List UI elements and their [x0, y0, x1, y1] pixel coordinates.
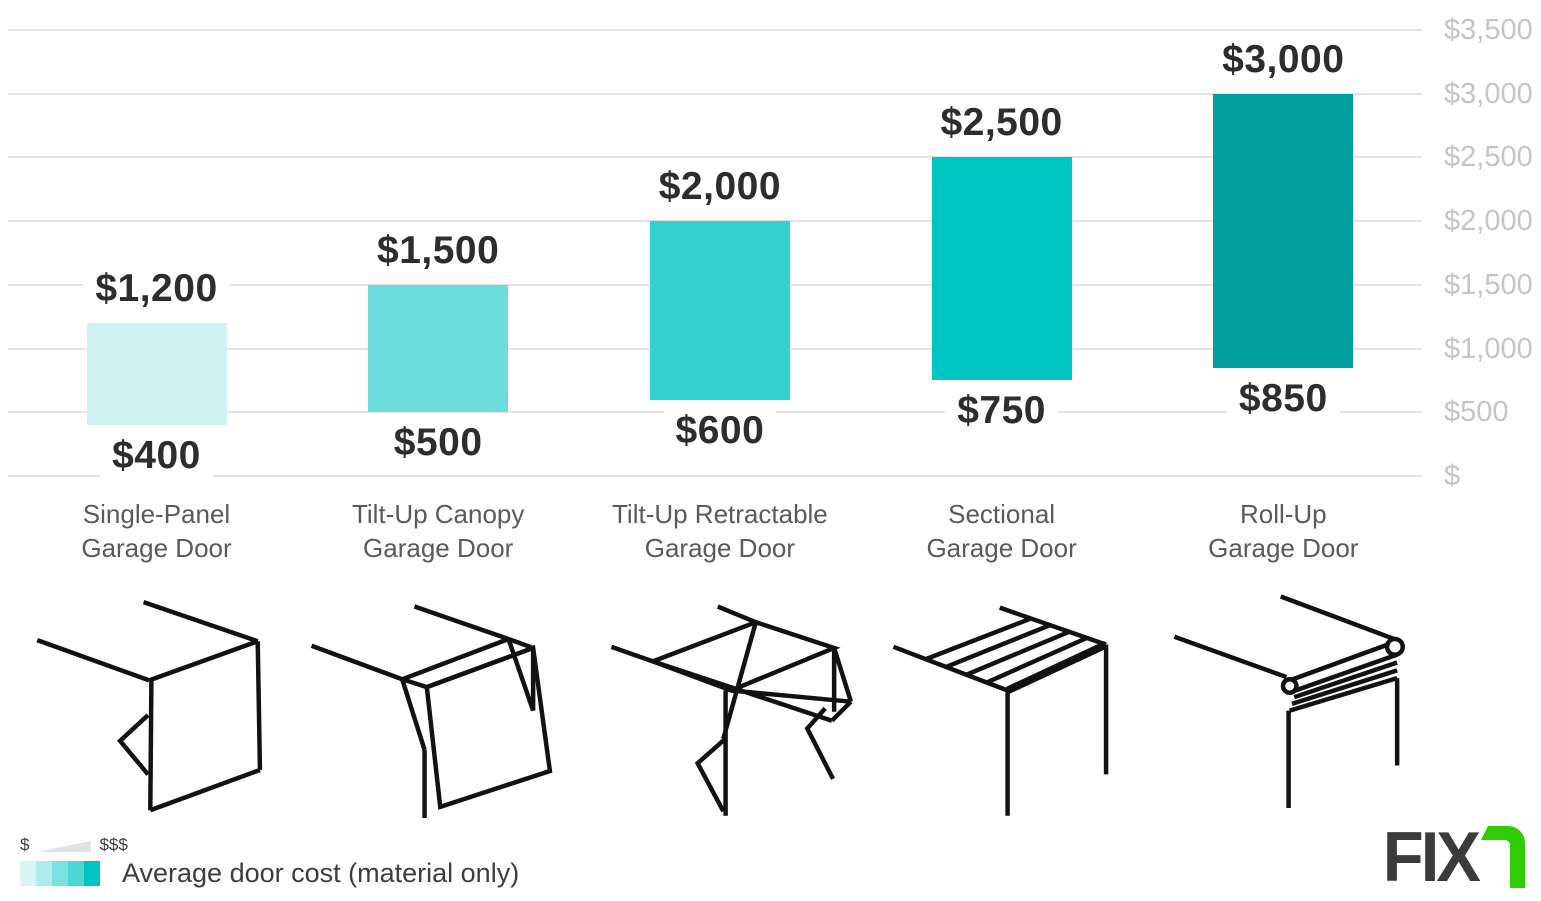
legend-swatch: [84, 861, 100, 886]
max-cost-label: $1,200: [83, 266, 230, 313]
min-cost-label: $850: [1226, 375, 1340, 422]
cost-range-bar: [86, 323, 227, 426]
single-panel-garage-door-icon: [17, 592, 297, 827]
tilt-up-canopy-garage-door-icon: [298, 592, 578, 827]
min-cost-label: $600: [663, 407, 777, 454]
y-axis-tick-label: $3,000: [1444, 77, 1533, 110]
category-label: Tilt-Up Canopy Garage Door: [351, 499, 525, 563]
min-cost-label-wrap: $750: [872, 388, 1132, 435]
cost-wedge-icon: [37, 840, 92, 852]
fixr-logo: FIX: [1382, 818, 1525, 897]
legend-scale: $ $$$: [20, 836, 519, 854]
legend-swatch-gradient: [20, 861, 100, 886]
legend-swatch: [20, 861, 36, 886]
max-cost-label-wrap: $2,000: [590, 164, 850, 211]
gridline-0: [8, 475, 1422, 477]
gridline-3000: [8, 92, 1422, 95]
max-cost-label-wrap: $2,500: [872, 100, 1132, 147]
legend-swatch: [52, 861, 68, 886]
min-cost-label-wrap: $500: [308, 420, 568, 467]
legend-row: Average door cost (material only): [20, 858, 519, 889]
legend-label: Average door cost (material only): [122, 858, 520, 888]
sectional-garage-door-icon: [862, 592, 1142, 827]
max-cost-label: $3,000: [1210, 36, 1357, 83]
legend-swatch: [68, 861, 84, 886]
legend-min-symbol: $: [20, 835, 30, 854]
cost-range-bar: [1213, 93, 1354, 368]
y-axis-tick-label: $: [1444, 460, 1461, 492]
y-axis-tick-label: $3,500: [1444, 14, 1533, 46]
fixr-logo-r-icon: [1481, 826, 1525, 888]
max-cost-label: $2,500: [928, 100, 1075, 147]
max-cost-label-wrap: $3,000: [1153, 36, 1413, 83]
legend-swatch: [36, 861, 52, 886]
y-axis-tick-label: $2,000: [1444, 205, 1533, 238]
cost-range-bar: [649, 221, 790, 400]
cost-range-bar: [931, 157, 1072, 381]
y-axis-tick-label: $500: [1444, 396, 1509, 429]
y-axis-tick-label: $2,500: [1444, 141, 1533, 174]
category-label: Tilt-Up Retractable Garage Door: [612, 499, 828, 563]
legend: $ $$$ Average door cost (material only): [20, 836, 519, 889]
fixr-logo-text: FIX: [1382, 818, 1481, 897]
min-cost-label-wrap: $850: [1153, 375, 1413, 422]
gridline-3500: [8, 29, 1422, 31]
min-cost-label: $400: [100, 433, 213, 480]
tilt-up-retractable-garage-door-icon: [580, 592, 860, 827]
cost-range-bar: [368, 284, 509, 413]
min-cost-label: $500: [381, 420, 495, 467]
min-cost-label-wrap: $400: [27, 433, 287, 480]
gridline-2500: [8, 156, 1422, 159]
min-cost-label: $750: [945, 388, 1058, 435]
category-label: Sectional Garage Door: [926, 499, 1077, 563]
legend-max-symbol: $$$: [99, 835, 128, 854]
cost-range-chart: $ $500 $1,000 $1,500 $2,000 $2,500 $3,000 $3,50…: [8, 14, 1533, 827]
max-cost-label-wrap: $1,500: [308, 227, 568, 274]
category-label: Single-Panel Garage Door: [81, 499, 232, 563]
y-axis-tick-label: $1,500: [1444, 268, 1533, 301]
max-cost-label: $2,000: [646, 164, 794, 211]
min-cost-label-wrap: $600: [590, 407, 850, 454]
roll-up-garage-door-icon: [1143, 592, 1423, 827]
y-axis-tick-label: $1,000: [1444, 332, 1533, 365]
max-cost-label: $1,500: [365, 227, 512, 274]
category-label: Roll-Up Garage Door: [1208, 499, 1359, 563]
max-cost-label-wrap: $1,200: [27, 266, 287, 313]
